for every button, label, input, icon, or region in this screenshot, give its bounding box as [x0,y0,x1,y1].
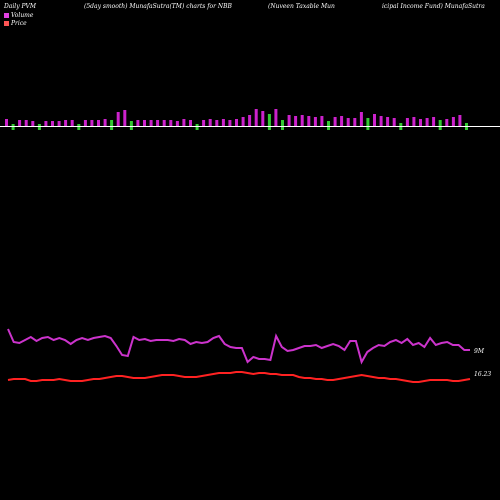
volume-bar [307,116,311,126]
volume-bar [287,115,291,126]
volume-bar [392,118,396,126]
volume-bar [425,118,429,126]
volume-bar [215,120,219,126]
volume-bar [70,120,74,126]
volume-bar [445,119,449,126]
volume-bar [254,109,258,126]
volume-bar [202,120,206,126]
volume-bar [333,117,337,126]
volume-bar [221,119,225,126]
volume-bar [346,118,350,126]
volume-bar [149,120,153,126]
volume-bar [340,116,344,126]
legend-item-volume: Volume [4,11,33,19]
volume-bar [103,119,107,126]
volume-bar [281,120,284,130]
volume-bar [235,119,238,126]
header-middle: (5day smooth) MunafaSutra(TM) charts for… [84,3,232,10]
legend-swatch-price [4,20,9,26]
volume-bar [373,114,376,126]
volume-bar [294,116,298,126]
legend-label-volume: Volume [11,11,34,19]
price-line [7,371,471,383]
volume-bar [248,115,252,126]
volume-bar [228,120,232,126]
volume-bar [366,118,370,130]
volume-bar [327,121,330,130]
volume-bar [313,117,317,126]
legend-item-price: Price [4,19,33,27]
volume-bar [156,120,160,126]
legend-swatch-volume [4,12,9,18]
volume-bar [189,120,192,126]
volume-bar [57,121,61,126]
volume-bar [451,117,455,126]
volume-bar [136,120,140,126]
volume-bar [143,120,146,126]
volume-bar [116,112,120,126]
volume-bar [405,118,409,126]
volume-end-label: 9M [474,348,485,355]
volume-bar [261,111,265,126]
volume-bar [412,117,416,126]
volume-bar [90,120,94,126]
volume-bar [123,110,127,126]
legend-label-price: Price [11,19,27,27]
volume-bar [379,116,383,126]
volume-bar [129,121,133,130]
volume-bar [110,120,114,130]
volume-bar [432,117,436,126]
volume-bar [359,112,363,126]
volume-bar [241,117,245,126]
volume-bar [97,120,100,126]
volume-bar [64,120,68,126]
volume-bar [300,115,304,126]
volume-bar [44,121,48,126]
volume-bar [24,120,28,126]
volume-bar [31,121,35,126]
header-right-a: (Nuveen Taxable Mun [268,3,335,10]
volume-bar [182,119,186,126]
volume-bar [274,109,278,126]
volume-bar [51,121,54,126]
legend: Volume Price [4,11,33,27]
volume-bar [353,118,357,126]
volume-bar [18,120,22,126]
volume-bar [175,121,179,126]
volume-bar [162,120,166,126]
header-left: Daily PVM [4,3,37,10]
volume-bar [438,120,442,130]
volume-bar [458,115,462,126]
volume-bar [386,117,390,126]
volume-line [7,328,470,365]
volume-bar [208,119,212,126]
header-right-b: icipal Income Fund) MunafaSutra [382,3,485,10]
volume-bar [267,114,271,130]
volume-bar [83,120,87,126]
volume-bar [320,116,324,126]
volume-bar [5,119,8,126]
volume-bar [169,120,173,126]
price-end-label: 16.23 [474,371,491,378]
volume-bar [419,119,422,126]
